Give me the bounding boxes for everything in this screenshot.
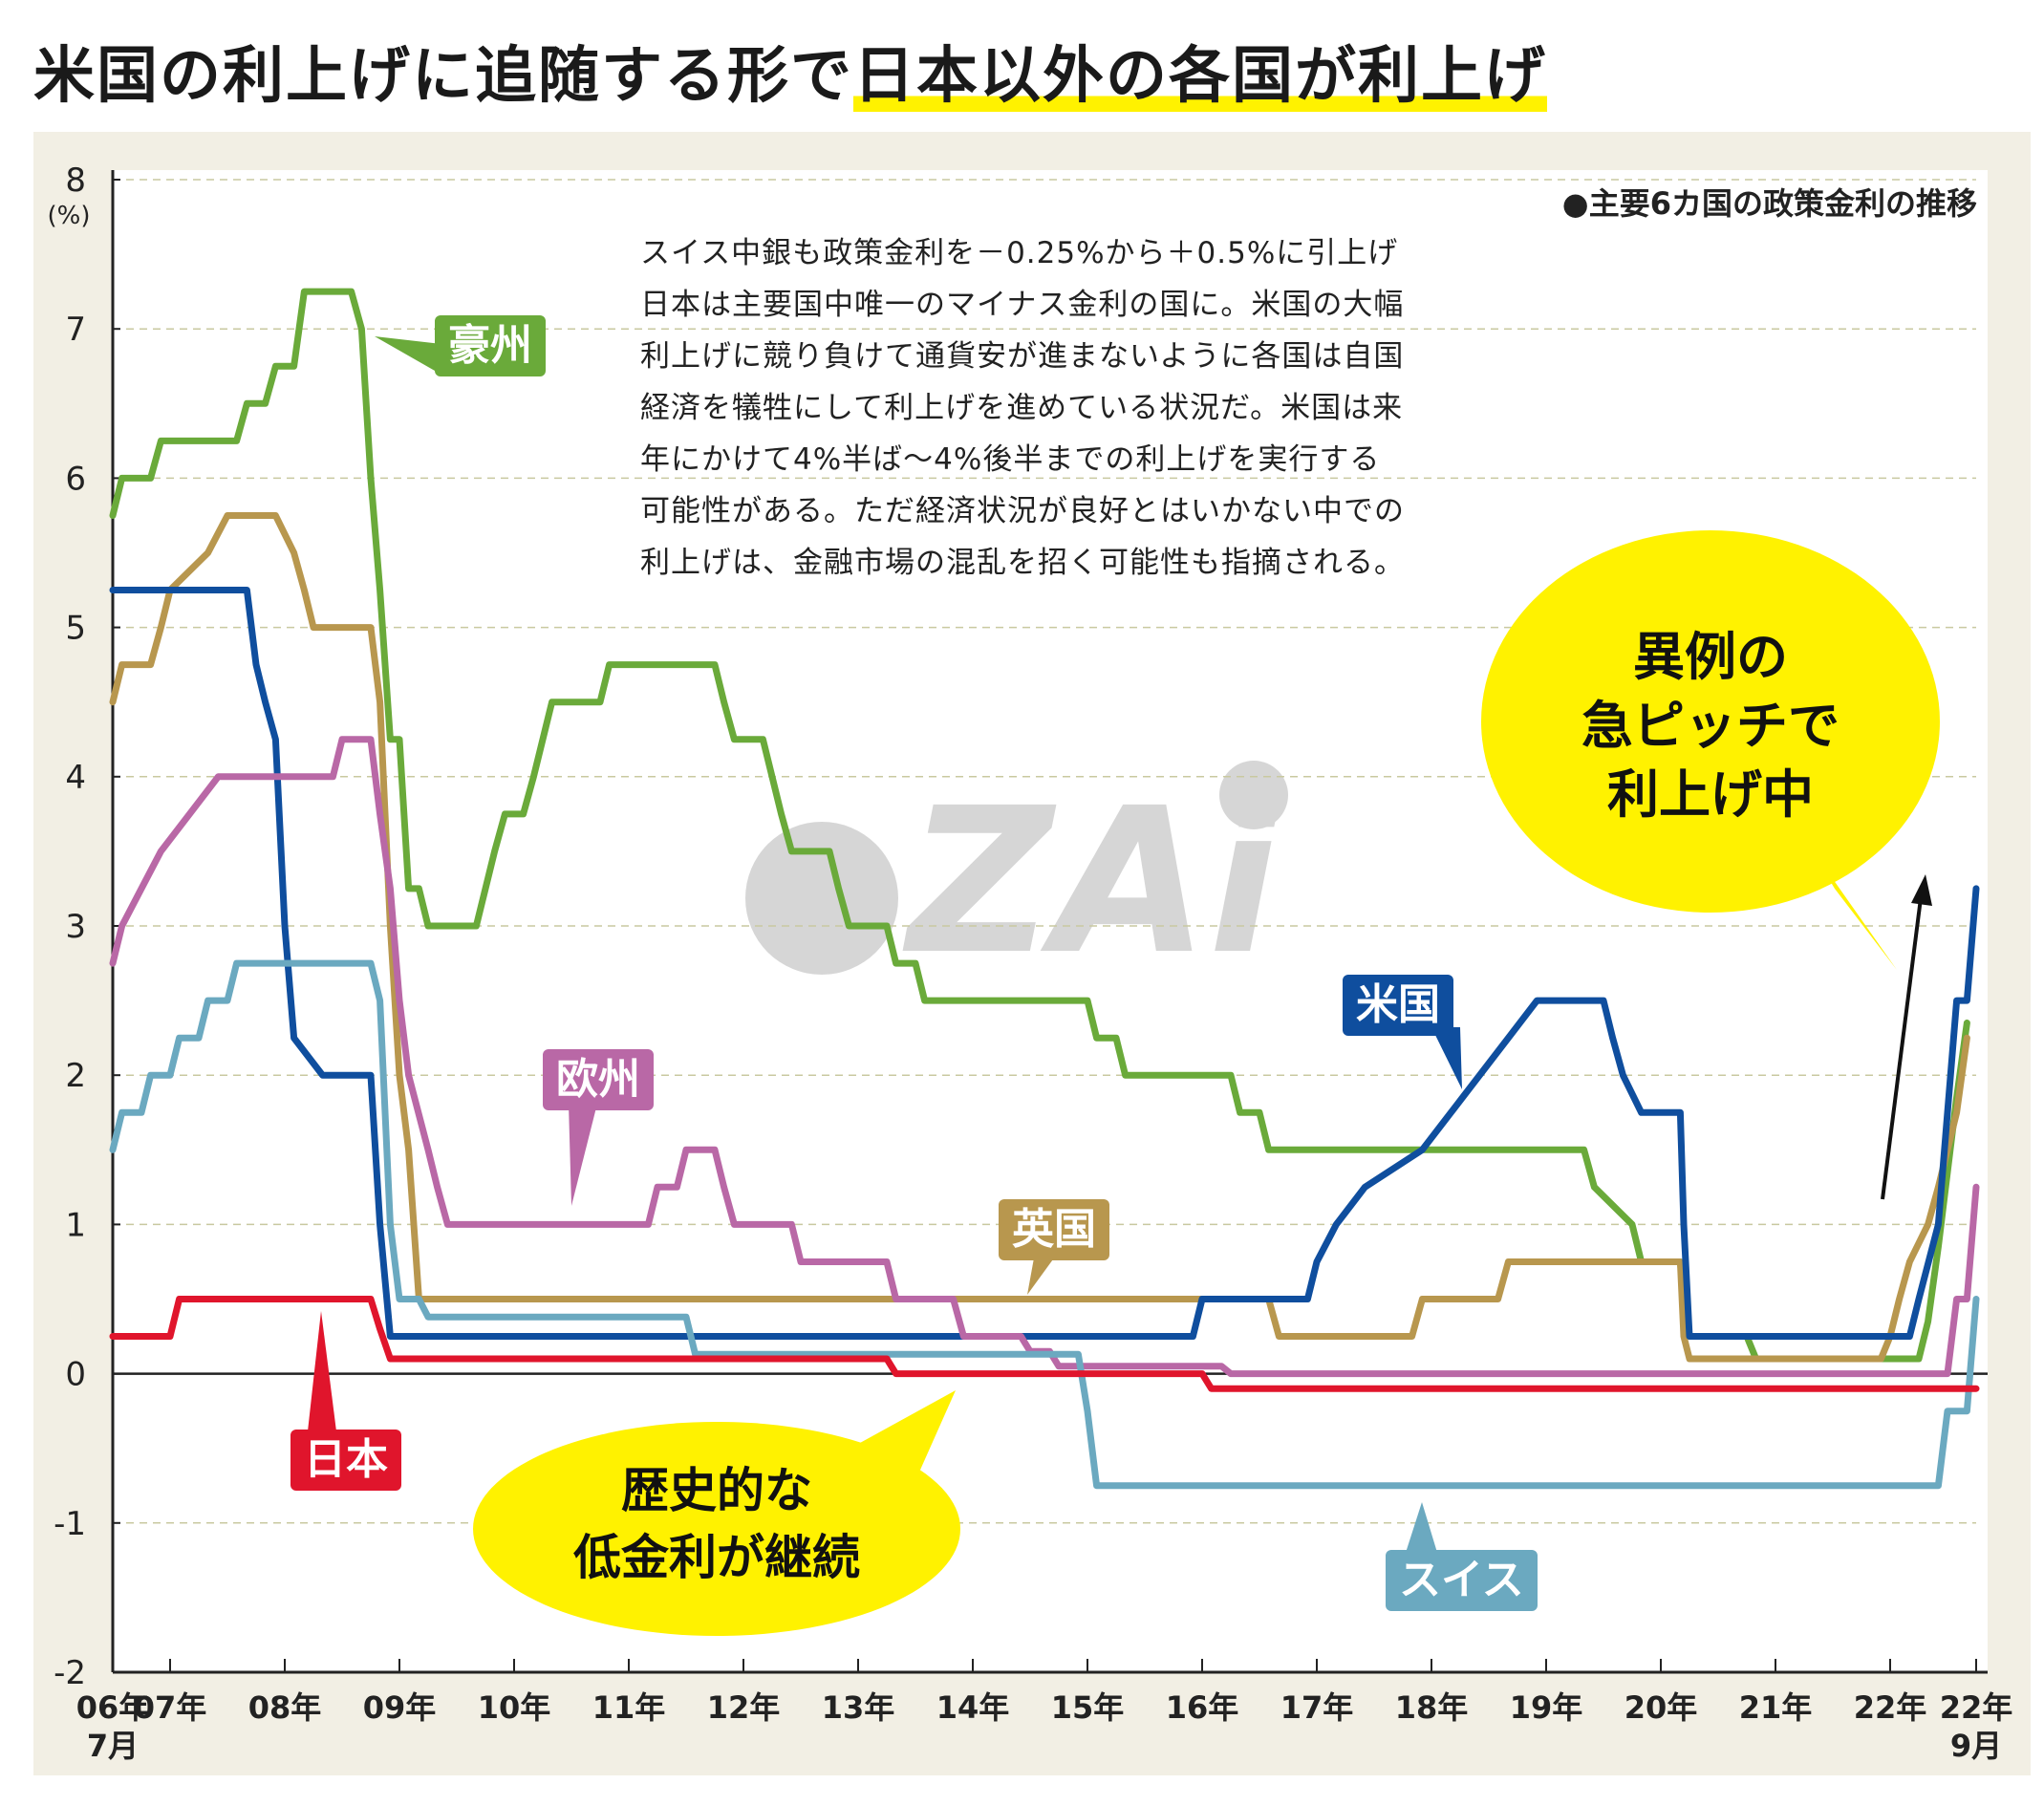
x-tick-label: 16年 [1166, 1689, 1239, 1726]
x-tick-label: 14年 [936, 1689, 1010, 1726]
y-tick-label: 7 [65, 311, 86, 349]
trend-arrow-line [1881, 897, 1923, 1200]
watermark-logo: ZAi [745, 761, 1288, 999]
x-tick-label: 11年 [592, 1689, 666, 1726]
watermark-dot [1219, 761, 1288, 829]
x-tick-sublabel: 7月 [87, 1728, 139, 1764]
trend-arrow-head [1911, 874, 1932, 906]
x-tick-label: 07年 [134, 1689, 207, 1726]
label-pointer-eu [569, 1104, 597, 1206]
series-line-uk [109, 512, 1970, 1363]
series-line-japan [109, 1296, 1980, 1392]
label-pointer-australia [375, 336, 441, 375]
bubble-left-text: 歴史的な 低金利が継続 [478, 1457, 956, 1591]
series-label-uk: 英国 [999, 1199, 1109, 1260]
x-tick-label: 15年 [1051, 1689, 1125, 1726]
y-tick-label: 2 [65, 1057, 86, 1095]
series-line-switzerland [109, 959, 1980, 1490]
x-tick-label: 20年 [1624, 1689, 1698, 1726]
label-pointer-japan [308, 1311, 336, 1431]
x-tick-label: 08年 [248, 1689, 322, 1726]
x-tick-label: 13年 [822, 1689, 895, 1726]
series-line-eu [109, 736, 1980, 1378]
x-tick-sublabel: 9月 [1950, 1728, 2002, 1764]
y-unit-label: (%) [48, 202, 91, 230]
bubble-left [473, 1422, 960, 1636]
watermark-text: ZAi [902, 764, 1280, 999]
x-tick-label: 22年 [1854, 1689, 1927, 1726]
series-label-australia: 豪州 [435, 315, 546, 376]
bubble-right [1481, 530, 1940, 913]
y-tick-label: 1 [65, 1206, 86, 1244]
y-tick-label: 0 [65, 1356, 86, 1394]
bubble-left-line: 低金利が継続 [573, 1530, 860, 1585]
y-tick-label: -1 [54, 1505, 86, 1543]
y-tick-label: 3 [65, 908, 86, 946]
x-tick-label: 18年 [1395, 1689, 1469, 1726]
bubble-right-line: 急ピッチで [1581, 696, 1840, 756]
bubble-right-line: 利上げ中 [1607, 764, 1814, 825]
y-tick-label: 6 [65, 460, 86, 498]
x-tick-label: 10年 [478, 1689, 551, 1726]
title-part1: 米国の利上げに追随する形で [33, 41, 853, 112]
annotation-text: スイス中銀も政策金利を－0.25%から＋0.5%に引上げ 日本は主要国中唯一のマ… [640, 227, 1443, 589]
chart-title: 米国の利上げに追随する形で日本以外の各国が利上げ [33, 27, 1547, 115]
y-tick-label: 8 [65, 161, 86, 200]
note-line: 年にかけて4%半ば～4%後半までの利上げを実行する [640, 442, 1381, 477]
note-line: 経済を犠牲にして利上げを進めている状況だ。米国は来 [640, 391, 1404, 425]
note-line: 可能性がある。ただ経済状況が良好とはいかない中での [640, 494, 1405, 528]
note-line: 利上げは、金融市場の混乱を招く可能性も指摘される。 [640, 546, 1405, 580]
bubble-right-line: 異例の [1633, 627, 1788, 687]
x-tick-label: 21年 [1739, 1689, 1813, 1726]
y-tick-label: 4 [65, 759, 86, 797]
note-line: 日本は主要国中唯一のマイナス金利の国に。米国の大幅 [640, 288, 1405, 322]
x-tick-label: 22年 [1940, 1689, 2013, 1726]
x-tick-label: 19年 [1510, 1689, 1583, 1726]
x-tick-label: 12年 [707, 1689, 781, 1726]
note-line: スイス中銀も政策金利を－0.25%から＋0.5%に引上げ [640, 236, 1399, 270]
label-pointer-us [1431, 1027, 1462, 1089]
chart-subtitle: ●主要6カ国の政策金利の推移 [1561, 185, 1977, 222]
bubble-right-text: 異例の 急ピッチで 利上げ中 [1500, 623, 1921, 829]
series-label-switzerland: スイス [1386, 1550, 1538, 1611]
series-label-us: 米国 [1343, 975, 1453, 1036]
title-part2-highlighted: 日本以外の各国が利上げ [853, 41, 1547, 112]
label-pointer-switzerland [1405, 1502, 1438, 1556]
x-tick-label: 06年 [76, 1689, 150, 1726]
series-label-eu: 欧州 [543, 1049, 654, 1110]
y-tick-label: 5 [65, 610, 86, 648]
series-label-japan: 日本 [290, 1430, 401, 1491]
series-line-us [109, 587, 1980, 1340]
x-tick-label: 17年 [1280, 1689, 1354, 1726]
x-tick-label: 09年 [363, 1689, 437, 1726]
y-tick-label: -2 [54, 1654, 86, 1692]
watermark-circle [745, 822, 898, 975]
bubble-left-line: 歴史的な [621, 1463, 812, 1518]
note-line: 利上げに競り負けて通貨安が進まないように各国は自国 [640, 339, 1405, 374]
